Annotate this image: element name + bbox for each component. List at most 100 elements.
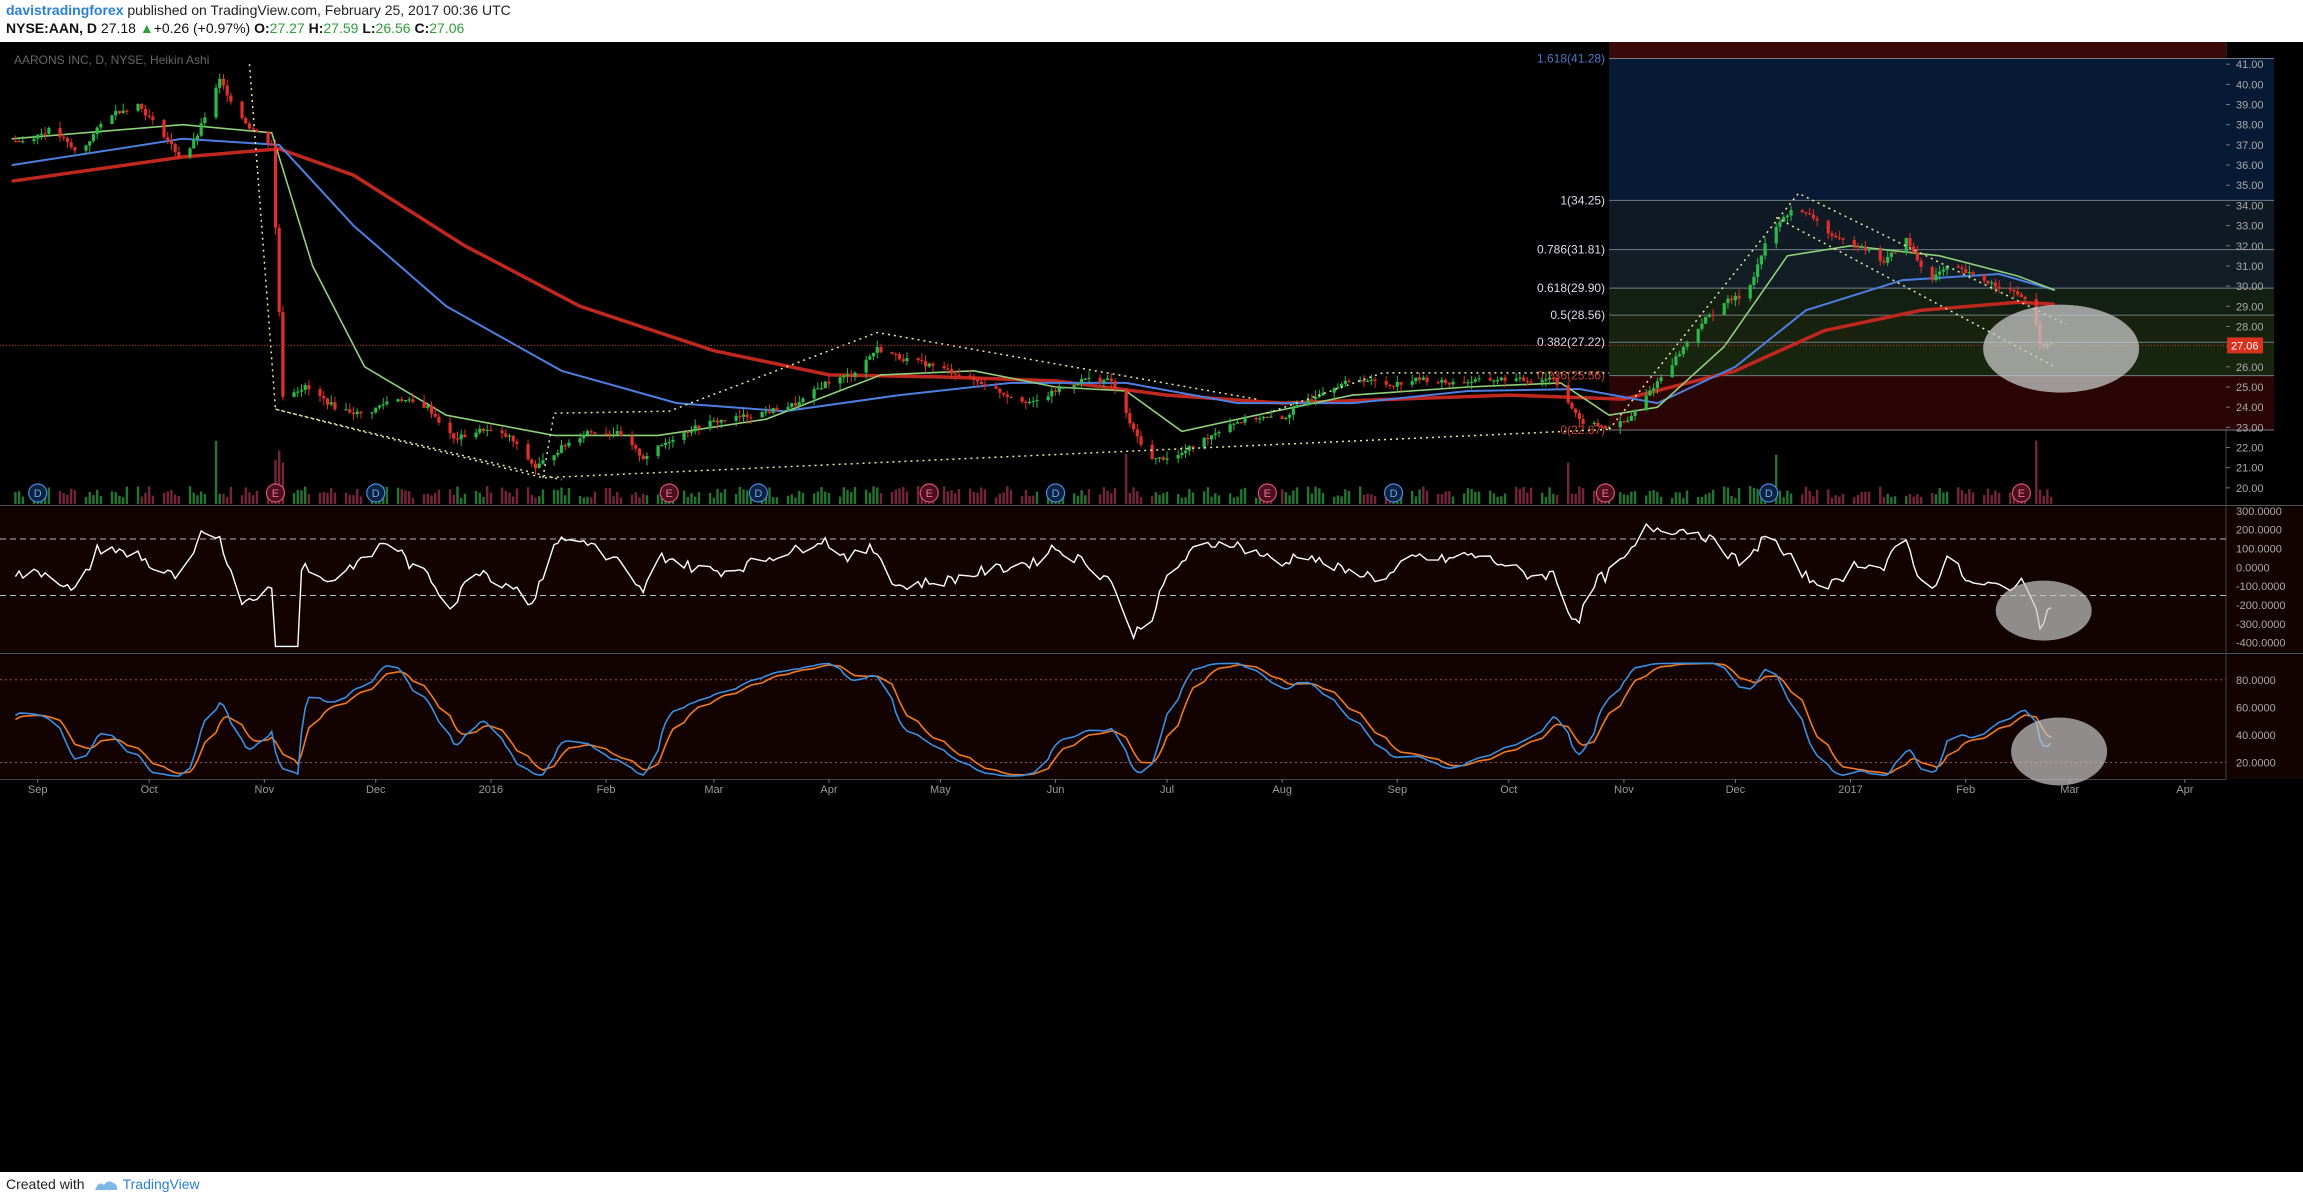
candle-body (162, 119, 166, 138)
candle-body (1782, 217, 1786, 222)
candle-body (1867, 249, 1871, 251)
candle-body (1061, 387, 1065, 389)
candle-body (1072, 384, 1076, 388)
x-tick-label: Jun (1047, 784, 1065, 796)
candle-body (719, 420, 723, 423)
cci-pane (0, 507, 2303, 652)
volume-bar (136, 486, 140, 504)
volume-bar (162, 492, 166, 504)
candle-body (47, 128, 51, 134)
volume-bar (1332, 496, 1336, 504)
candle-body (1217, 432, 1221, 434)
volume-bar (66, 494, 69, 504)
x-tick-label: Apr (820, 784, 837, 796)
volume-bar (586, 497, 589, 504)
event-marker[interactable] (919, 483, 939, 503)
volume-bar (433, 493, 437, 504)
candle-body (385, 401, 389, 405)
volume-bar (694, 496, 697, 504)
fib-zone (1609, 58, 2275, 201)
high-label: H: (308, 20, 324, 36)
candle-body (1938, 271, 1942, 275)
candle-body (1414, 377, 1418, 382)
volume-bar (1124, 453, 1128, 504)
candle-body (151, 116, 155, 120)
volume-bar (1162, 493, 1165, 504)
candle-body (1105, 378, 1110, 380)
candle-body (979, 381, 983, 385)
candle-body (1852, 239, 1856, 247)
candle-body (1243, 417, 1247, 423)
event-marker[interactable] (366, 483, 386, 503)
highlight-ellipse (2011, 717, 2108, 786)
candle-body (897, 354, 902, 360)
candle-body (771, 408, 775, 413)
candle-body (1462, 381, 1466, 384)
candle-body (177, 151, 181, 157)
event-marker[interactable] (1595, 483, 1615, 503)
volume-bar (147, 486, 151, 504)
volume-bar (1236, 496, 1239, 504)
volume-bar (868, 492, 872, 504)
candle-body (192, 139, 196, 149)
volume-bar (1619, 492, 1622, 504)
volume-bar (686, 496, 690, 504)
volume-bar (1284, 492, 1288, 504)
event-marker[interactable] (659, 483, 679, 503)
candle-body (1306, 399, 1310, 406)
event-marker[interactable] (2011, 483, 2032, 503)
volume-bar (1399, 494, 1403, 504)
volume-bar (512, 496, 515, 504)
volume-bar (656, 494, 660, 504)
event-marker[interactable] (1257, 483, 1277, 503)
y-tick-label: 31.00 (2236, 261, 2264, 273)
x-tick-label: Sep (1388, 784, 1408, 796)
high-value: 27.59 (323, 20, 359, 36)
cci-tick-label: -100.0000 (2236, 581, 2286, 593)
x-tick-label: Dec (1726, 784, 1746, 796)
event-marker[interactable] (1045, 483, 1066, 503)
volume-bar (1815, 489, 1819, 504)
candle-body (1001, 392, 1006, 395)
candle-body (1488, 378, 1492, 381)
candle-body (931, 363, 935, 366)
event-marker[interactable] (748, 483, 768, 503)
volume-bar (1436, 493, 1440, 504)
candle-body (537, 463, 541, 469)
volume-bar (1971, 492, 1975, 504)
candle-body (1759, 255, 1763, 265)
volume-bar (608, 487, 611, 504)
volume-bar (448, 489, 452, 504)
event-marker[interactable] (265, 483, 286, 503)
volume-bar (1180, 497, 1184, 504)
volume-bar (772, 497, 775, 504)
candle-body (1347, 380, 1351, 382)
volume-bar (437, 489, 441, 504)
event-marker[interactable] (28, 483, 48, 503)
event-marker-label: D (1052, 488, 1060, 500)
x-tick-label: Jul (1160, 784, 1174, 796)
candle-body (1388, 384, 1392, 387)
tradingview-link[interactable]: TradingView (122, 1176, 200, 1192)
fib-zone (1609, 288, 2275, 316)
volume-bar (1448, 491, 1451, 504)
volume-bar (816, 491, 820, 504)
event-marker[interactable] (1759, 483, 1779, 503)
candle-body (1079, 379, 1084, 384)
event-marker[interactable] (1384, 483, 1404, 503)
current-price-value: 27.06 (2231, 340, 2259, 352)
author-link[interactable]: davistradingforex (6, 2, 124, 18)
volume-bar (1964, 493, 1967, 504)
candle-body (797, 402, 801, 406)
volume-bar (552, 489, 556, 504)
price-chart-svg[interactable]: AARONS INC, D, NYSE, Heikin Ashi 1.618(4… (0, 42, 2303, 1172)
candle-body (218, 78, 222, 88)
x-tick-label: Feb (1956, 784, 1975, 796)
chart-area[interactable]: AARONS INC, D, NYSE, Heikin Ashi 1.618(4… (0, 42, 2303, 1172)
candle-body (1503, 377, 1507, 381)
volume-bar (812, 493, 816, 504)
candle-body (823, 381, 827, 389)
volume-bar (430, 495, 433, 504)
volume-bar (1132, 487, 1135, 504)
volume-bar (582, 497, 585, 504)
